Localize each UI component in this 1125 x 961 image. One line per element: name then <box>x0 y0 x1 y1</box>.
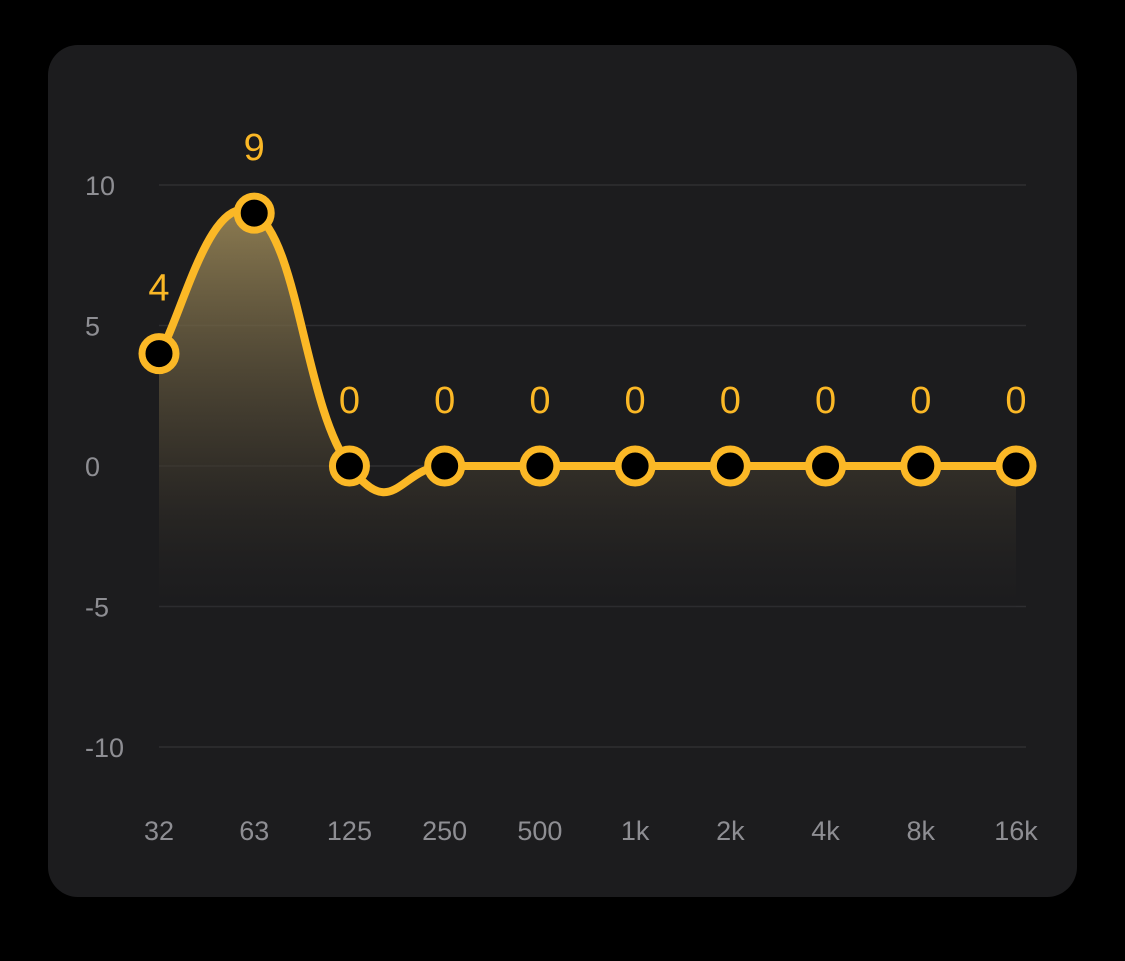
eq-point-1k <box>614 445 656 487</box>
value-label: 0 <box>529 380 550 422</box>
y-tick-label: -5 <box>85 593 109 623</box>
x-tick-label: 125 <box>327 816 372 846</box>
x-tick-label: 32 <box>144 816 174 846</box>
x-tick-label: 250 <box>422 816 467 846</box>
y-axis: 10 5 0 -5 -10 <box>85 171 124 763</box>
eq-point-250 <box>424 445 466 487</box>
x-tick-label: 63 <box>239 816 269 846</box>
x-tick-label: 16k <box>994 816 1038 846</box>
x-tick-label: 8k <box>907 816 936 846</box>
eq-point-125 <box>328 445 370 487</box>
value-labels: 4 9 0 0 0 0 0 0 0 0 <box>148 127 1026 422</box>
eq-point-500 <box>519 445 561 487</box>
value-label: 9 <box>244 127 265 169</box>
eq-point-16k <box>995 445 1037 487</box>
value-label: 0 <box>720 380 741 422</box>
value-label: 0 <box>339 380 360 422</box>
y-tick-label: -10 <box>85 733 124 763</box>
eq-point-32 <box>138 333 180 375</box>
y-tick-label: 10 <box>85 171 115 201</box>
value-label: 0 <box>815 380 836 422</box>
value-label: 0 <box>910 380 931 422</box>
value-label: 0 <box>434 380 455 422</box>
eq-point-4k <box>805 445 847 487</box>
curve-area-fill <box>159 209 1016 607</box>
value-label: 4 <box>148 268 169 310</box>
x-axis: 32 63 125 250 500 1k 2k 4k 8k 16k <box>144 816 1038 846</box>
eq-points <box>138 192 1037 487</box>
x-tick-label: 500 <box>517 816 562 846</box>
eq-point-2k <box>709 445 751 487</box>
eq-point-63 <box>233 192 275 234</box>
x-tick-label: 4k <box>811 816 840 846</box>
y-tick-label: 0 <box>85 452 100 482</box>
x-tick-label: 2k <box>716 816 745 846</box>
value-label: 0 <box>625 380 646 422</box>
value-label: 0 <box>1005 380 1026 422</box>
eq-point-8k <box>900 445 942 487</box>
y-tick-label: 5 <box>85 312 100 342</box>
x-tick-label: 1k <box>621 816 650 846</box>
